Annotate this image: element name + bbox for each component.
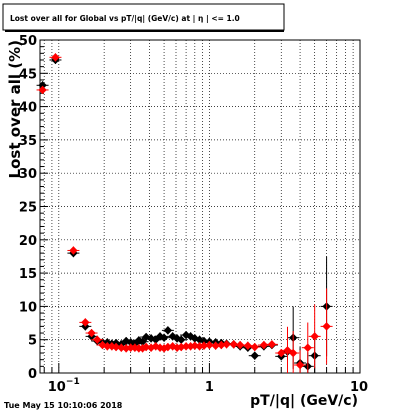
data-point xyxy=(199,341,209,350)
y-tick-label: 30 xyxy=(19,167,37,182)
x-axis-title: pT/|q| (GeV/c) xyxy=(250,393,358,409)
title-box-shadow xyxy=(5,30,284,32)
data-point xyxy=(93,335,102,344)
y-tick-label: 0 xyxy=(28,367,37,382)
data-point xyxy=(138,337,147,346)
data-point xyxy=(310,332,319,341)
data-point xyxy=(229,340,238,349)
x-axis-ticks: 10 −1 1 10 xyxy=(43,363,368,395)
x-tick-label: 1 xyxy=(205,380,214,395)
y-tick-label: 10 xyxy=(19,300,37,315)
data-point xyxy=(235,340,245,350)
data-point xyxy=(222,340,231,349)
data-point xyxy=(211,341,220,350)
y-tick-label: 25 xyxy=(19,201,37,216)
data-point xyxy=(267,340,277,349)
data-point xyxy=(134,336,144,345)
series-red xyxy=(36,53,333,373)
data-point xyxy=(250,342,259,352)
y-tick-label: 20 xyxy=(19,234,37,249)
y-axis-title: Lost over all (%) xyxy=(6,40,24,178)
data-point xyxy=(288,348,298,358)
chart-title: Lost over all for Global vs pT/|q| (GeV/… xyxy=(10,14,240,24)
x-tick-label: 10 xyxy=(48,380,66,395)
data-point xyxy=(141,342,151,352)
data-point xyxy=(163,326,173,335)
data-point xyxy=(159,333,169,342)
title-box-frame xyxy=(2,3,285,31)
data-point xyxy=(138,344,147,353)
data-point xyxy=(259,340,269,350)
y-tick-label: 45 xyxy=(19,67,37,82)
y-tick-label: 5 xyxy=(28,334,37,349)
x-tick-label: 10 xyxy=(350,380,368,395)
y-tick-label: 15 xyxy=(19,267,37,282)
data-point xyxy=(87,328,96,338)
y-tick-label: 50 xyxy=(19,34,37,49)
data-point xyxy=(295,360,305,370)
data-point xyxy=(243,341,253,350)
data-point xyxy=(277,348,286,358)
data-point xyxy=(322,322,331,331)
y-tick-label: 35 xyxy=(19,134,37,149)
y-axis-ticks: 0 5 10 15 20 25 30 35 40 45 50 xyxy=(19,34,48,382)
data-point xyxy=(51,53,60,62)
data-point xyxy=(217,340,226,350)
timestamp-footer: Tue May 15 10:10:06 2018 xyxy=(4,401,123,410)
data-point xyxy=(81,318,90,327)
data-point xyxy=(205,340,214,350)
data-point xyxy=(38,81,47,90)
title-box: Lost over all for Global vs pT/|q| (GeV/… xyxy=(2,3,285,32)
data-point xyxy=(250,351,259,360)
x-tick-label-exponent: −1 xyxy=(66,377,80,387)
data-point xyxy=(38,85,47,95)
data-point xyxy=(177,335,186,344)
data-point xyxy=(69,246,78,255)
data-point xyxy=(199,336,209,346)
data-point xyxy=(111,342,121,352)
y-tick-label: 40 xyxy=(19,101,37,116)
data-point xyxy=(303,343,312,352)
